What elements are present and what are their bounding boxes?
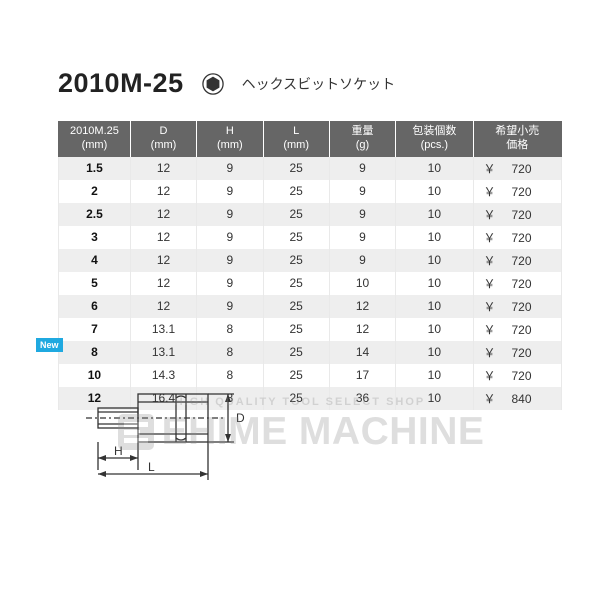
cell-d: 13.1 [130,318,196,341]
table-row: 813.18251410￥720 [59,341,562,364]
cell-pcs: 10 [396,341,473,364]
cell-h: 9 [197,226,263,249]
cell-price: ￥720 [473,341,561,364]
cell-d: 12 [130,272,196,295]
cell-l: 25 [263,272,329,295]
cell-l: 25 [263,249,329,272]
cell-l: 25 [263,318,329,341]
cell-h: 9 [197,157,263,180]
cell-size: 7 [59,318,131,341]
table-row: 713.18251210￥720 [59,318,562,341]
cell-price: ￥720 [473,364,561,387]
cell-l: 25 [263,341,329,364]
cell-size: 3 [59,226,131,249]
table-row: 212925910￥720 [59,180,562,203]
model-number: 2010M-25 [58,68,184,99]
cell-d: 12 [130,249,196,272]
cell-h: 9 [197,295,263,318]
spec-sheet: 2010M-25 ヘックスビットソケット 2010M.25(mm) D(mm) … [0,0,600,410]
diagram-label-h: H [114,444,123,458]
dimension-diagram: D H L [76,372,246,482]
cell-pcs: 10 [396,295,473,318]
col-header-l: L(mm) [263,121,329,157]
cell-weight: 9 [329,180,395,203]
cell-weight: 9 [329,157,395,180]
cell-l: 25 [263,387,329,410]
cell-price: ￥840 [473,387,561,410]
cell-pcs: 10 [396,387,473,410]
cell-price: ￥720 [473,318,561,341]
cell-pcs: 10 [396,249,473,272]
cell-size: 4 [59,249,131,272]
cell-price: ￥720 [473,180,561,203]
cell-price: ￥720 [473,157,561,180]
col-header-weight: 重量(g) [329,121,395,157]
cell-d: 12 [130,226,196,249]
cell-pcs: 10 [396,318,473,341]
header: 2010M-25 ヘックスビットソケット [58,68,562,99]
cell-d: 12 [130,180,196,203]
cell-price: ￥720 [473,272,561,295]
cell-l: 25 [263,295,329,318]
cell-weight: 9 [329,226,395,249]
cell-l: 25 [263,364,329,387]
cell-size: 1.5 [59,157,131,180]
cell-pcs: 10 [396,157,473,180]
cell-pcs: 10 [396,364,473,387]
cell-weight: 36 [329,387,395,410]
cell-l: 25 [263,180,329,203]
cell-weight: 14 [329,341,395,364]
cell-h: 9 [197,272,263,295]
cell-price: ￥720 [473,295,561,318]
cell-d: 13.1 [130,341,196,364]
diagram-label-d: D [236,411,245,425]
cell-size: 2.5 [59,203,131,226]
hex-icon [202,73,224,95]
table-row: 1.512925910￥720 [59,157,562,180]
col-header-size: 2010M.25(mm) [59,121,131,157]
cell-pcs: 10 [396,272,473,295]
cell-price: ￥720 [473,249,561,272]
table-row: 2.512925910￥720 [59,203,562,226]
cell-d: 12 [130,157,196,180]
cell-price: ￥720 [473,226,561,249]
col-header-h: H(mm) [197,121,263,157]
cell-weight: 9 [329,249,395,272]
cell-weight: 12 [329,295,395,318]
cell-weight: 10 [329,272,395,295]
cell-l: 25 [263,203,329,226]
col-header-pcs: 包装個数(pcs.) [396,121,473,157]
cell-size: 8 [59,341,131,364]
table-row: 5129251010￥720 [59,272,562,295]
cell-weight: 12 [329,318,395,341]
cell-h: 9 [197,249,263,272]
cell-l: 25 [263,226,329,249]
cell-price: ￥720 [473,203,561,226]
table-header-row: 2010M.25(mm) D(mm) H(mm) L(mm) 重量(g) 包装個… [59,121,562,157]
cell-weight: 9 [329,203,395,226]
table-row: 6129251210￥720 [59,295,562,318]
cell-h: 8 [197,341,263,364]
table-row: 412925910￥720 [59,249,562,272]
cell-pcs: 10 [396,180,473,203]
cell-weight: 17 [329,364,395,387]
col-header-d: D(mm) [130,121,196,157]
col-header-price: 希望小売価格 [473,121,561,157]
cell-l: 25 [263,157,329,180]
cell-h: 9 [197,203,263,226]
product-subtitle: ヘックスビットソケット [242,74,396,94]
cell-pcs: 10 [396,226,473,249]
cell-size: 2 [59,180,131,203]
cell-d: 12 [130,203,196,226]
new-badge: New [36,338,63,352]
diagram-label-l: L [148,460,155,474]
cell-size: 6 [59,295,131,318]
cell-h: 9 [197,180,263,203]
table-row: 312925910￥720 [59,226,562,249]
cell-pcs: 10 [396,203,473,226]
spec-table: 2010M.25(mm) D(mm) H(mm) L(mm) 重量(g) 包装個… [58,121,562,410]
cell-h: 8 [197,318,263,341]
cell-size: 5 [59,272,131,295]
cell-d: 12 [130,295,196,318]
